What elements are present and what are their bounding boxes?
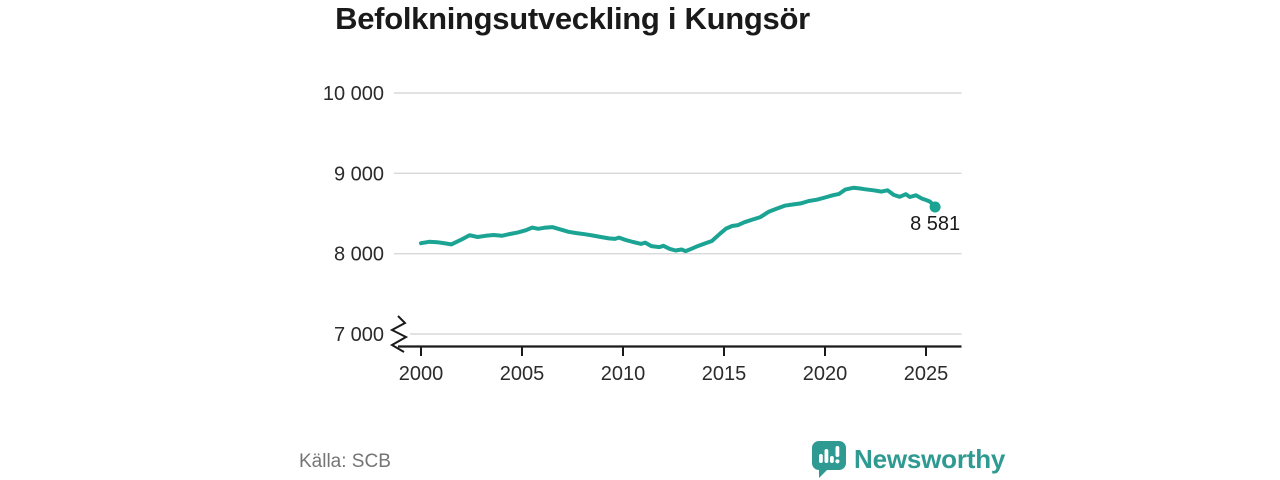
chart-title: Befolkningsutveckling i Kungsör xyxy=(335,1,810,36)
y-tick-label-8000: 8 000 xyxy=(334,244,384,266)
x-tick-label-2005: 2005 xyxy=(500,363,545,385)
x-axis-ticks xyxy=(420,346,927,356)
bar-2 xyxy=(824,449,829,463)
exclamation-bar xyxy=(835,446,840,457)
newsworthy-wordmark: Newsworthy xyxy=(854,444,1006,474)
y-tick-label-7000: 7 000 xyxy=(334,324,384,346)
x-tick-label-2015: 2015 xyxy=(702,363,747,385)
x-tick-label-2010: 2010 xyxy=(601,363,646,385)
x-axis-tick-labels: 2000 2005 2010 2015 2020 2025 xyxy=(399,363,949,385)
last-data-point-marker xyxy=(929,201,941,213)
source-note: Källa: SCB xyxy=(299,451,391,472)
x-tick-label-2025: 2025 xyxy=(904,363,949,385)
exclamation-dot xyxy=(835,459,840,464)
y-tick-label-9000: 9 000 xyxy=(334,163,384,185)
y-axis-break-zigzag-icon xyxy=(389,315,409,353)
bar-1 xyxy=(819,454,823,463)
x-tick-label-2020: 2020 xyxy=(803,363,848,385)
x-tick-label-2000: 2000 xyxy=(399,363,444,385)
y-tick-label-10000: 10 000 xyxy=(323,83,384,105)
bar-3 xyxy=(830,456,834,463)
newsworthy-speech-bubble-chart-icon xyxy=(812,441,846,478)
speech-bubble-shape xyxy=(812,441,846,478)
last-value-label: 8 581 xyxy=(910,213,960,235)
gridlines xyxy=(394,92,962,335)
population-line-series xyxy=(419,185,938,254)
y-axis-tick-labels: 7 000 8 000 9 000 10 000 xyxy=(323,83,384,346)
newsworthy-branding: Newsworthy xyxy=(812,441,1005,478)
